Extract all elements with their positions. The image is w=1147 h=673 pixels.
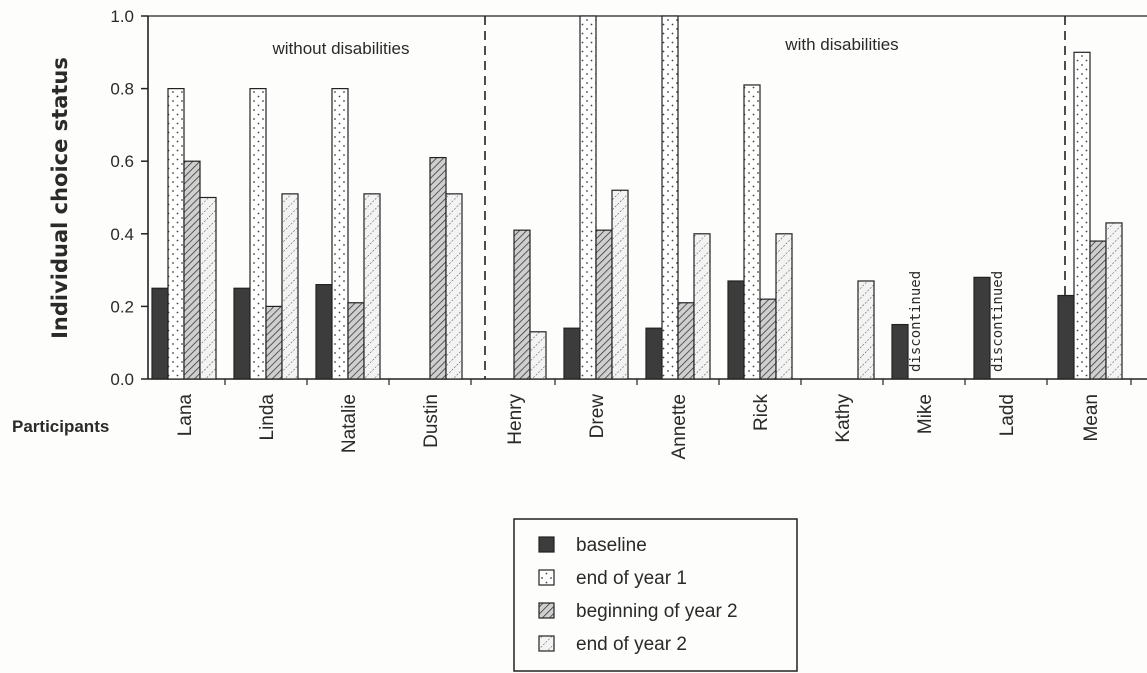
legend-frame <box>513 518 798 672</box>
end-of-year-2-bar <box>1105 222 1123 380</box>
discontinued-annotation: discontinued <box>908 271 924 372</box>
x-tick-label: Mike <box>915 394 936 434</box>
end-of-year-2-bar <box>529 331 547 380</box>
y-tick-label: 0.0 <box>110 370 134 389</box>
x-axis-title: Participants <box>12 417 109 436</box>
end-of-year-1-bar <box>167 87 185 380</box>
legend-swatch-end-of-year-1 <box>538 569 555 586</box>
end-of-year-2-bar <box>611 189 629 380</box>
x-tick-label: Natalie <box>339 394 360 453</box>
beginning-of-year-2-bar <box>677 302 695 380</box>
end-of-year-2-bar <box>775 233 793 380</box>
group-label-without-disabilities: without disabilities <box>271 39 409 58</box>
beginning-of-year-2-bar <box>595 229 613 380</box>
end-of-year-2-bar <box>857 280 875 380</box>
y-tick-label: 0.8 <box>110 80 134 99</box>
x-tick-label: Drew <box>587 394 608 439</box>
annotations: discontinued discontinued <box>908 271 1006 372</box>
x-tick-label: Dustin <box>421 394 442 448</box>
baseline-bar <box>645 327 663 380</box>
x-tick-label: Ladd <box>997 394 1018 436</box>
beginning-of-year-2-bar <box>1089 240 1107 380</box>
end-of-year-2-bar <box>199 196 217 380</box>
end-of-year-2-bar <box>281 193 299 380</box>
legend: baseline end of year 1 beginning of year 2… <box>513 518 798 672</box>
end-of-year-2-bar <box>693 233 711 380</box>
y-tick-label: 0.4 <box>110 225 134 244</box>
x-tick-label: Annette <box>669 394 690 460</box>
legend-swatch-baseline <box>538 536 555 553</box>
beginning-of-year-2-bar <box>429 156 447 380</box>
legend-swatch-end-of-year-2 <box>538 635 555 652</box>
x-tick-label: Lana <box>175 394 196 437</box>
x-tick-label: Linda <box>257 394 278 441</box>
end-of-year-1-bar <box>249 87 267 380</box>
legend-label: beginning of year 2 <box>576 601 738 622</box>
beginning-of-year-2-bar <box>265 305 283 380</box>
baseline-bar <box>315 284 333 380</box>
baseline-bar <box>563 327 581 380</box>
y-tick-label: 0.6 <box>110 152 134 171</box>
x-tick-label: Rick <box>751 394 772 431</box>
end-of-year-1-bar <box>1073 51 1091 380</box>
y-axis-title: Individual choice status <box>48 57 72 339</box>
end-of-year-2-bar <box>363 193 381 380</box>
legend-label: baseline <box>576 535 647 556</box>
end-of-year-2-bar <box>445 193 463 380</box>
beginning-of-year-2-bar <box>513 229 531 380</box>
y-axis-ticks: 0.0 0.2 0.4 0.6 0.8 1.0 <box>110 7 148 389</box>
y-tick-label: 1.0 <box>110 7 134 26</box>
x-axis-tick-labels: Lana Linda Natalie Dustin Henry Drew Annette Ri… <box>175 379 1132 460</box>
end-of-year-1-bar <box>743 84 761 380</box>
x-tick-label: Kathy <box>833 394 854 443</box>
baseline-bar <box>973 276 991 380</box>
baseline-bar <box>1057 294 1075 380</box>
discontinued-annotation: discontinued <box>990 271 1006 372</box>
baseline-bar <box>891 323 909 380</box>
x-tick-label: Henry <box>505 394 526 445</box>
legend-label: end of year 2 <box>576 634 687 655</box>
end-of-year-1-bar <box>579 15 597 380</box>
beginning-of-year-2-bar <box>347 302 365 380</box>
end-of-year-1-bar <box>661 15 679 380</box>
baseline-bar <box>233 287 251 380</box>
group-label-with-disabilities: with disabilities <box>784 35 898 54</box>
baseline-bar <box>727 280 745 380</box>
baseline-bar <box>151 287 169 380</box>
legend-swatch-beginning-of-year-2 <box>538 602 555 619</box>
beginning-of-year-2-bar <box>183 160 201 380</box>
beginning-of-year-2-bar <box>759 298 777 380</box>
bars <box>151 15 1123 380</box>
end-of-year-1-bar <box>331 87 349 380</box>
y-tick-label: 0.2 <box>110 297 134 316</box>
x-tick-label: Mean <box>1081 394 1102 442</box>
legend-label: end of year 1 <box>576 568 687 589</box>
